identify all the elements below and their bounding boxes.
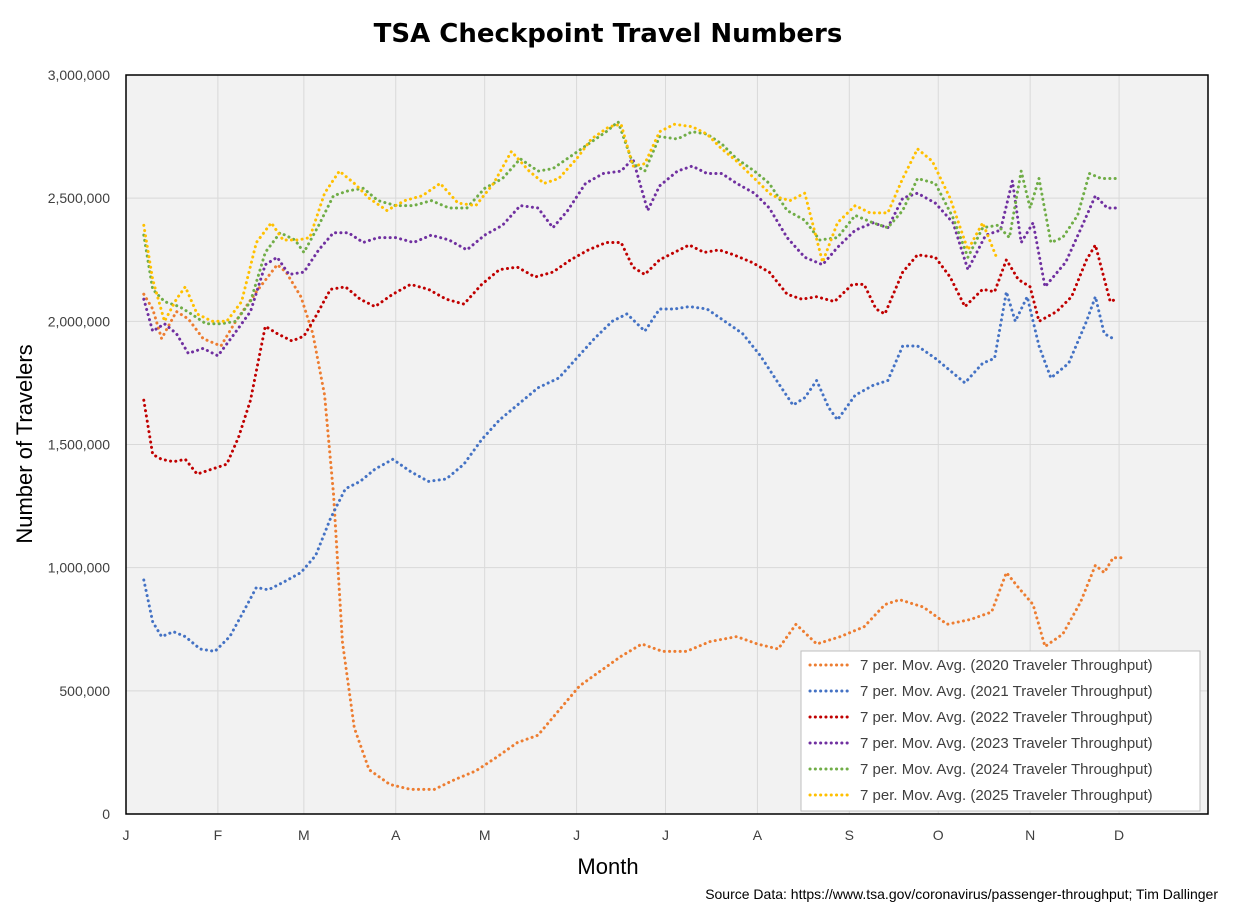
series-line-1 [142,263,1124,791]
x-tick-label: O [933,827,944,843]
legend-label: 7 per. Mov. Avg. (2021 Traveler Throughp… [860,683,1153,700]
x-tick-label: J [573,827,580,843]
y-tick-label: 3,000,000 [48,67,110,83]
legend-label: 7 per. Mov. Avg. (2023 Traveler Throughp… [860,735,1153,752]
series-line-4 [142,157,1118,358]
series-line-5 [142,120,1118,326]
legend-box [800,650,1201,812]
y-axis-label: Number of Travelers [12,344,37,543]
x-axis-label: Month [577,854,638,879]
legend-items: 7 per. Mov. Avg. (2020 Traveler Throughp… [808,657,1153,804]
y-tick-label: 2,000,000 [48,313,110,329]
legend-label: 7 per. Mov. Avg. (2020 Traveler Throughp… [860,657,1153,674]
x-tick-label: N [1025,827,1035,843]
x-tick-label: A [391,827,401,843]
x-tick-label: F [214,827,223,843]
x-tick-label: M [479,827,491,843]
y-tick-label: 1,000,000 [48,560,110,576]
y-tick-label: 0 [102,806,110,822]
x-tick-label: D [1114,827,1124,843]
series-group [142,120,1124,791]
legend-label: 7 per. Mov. Avg. (2025 Traveler Throughp… [860,787,1153,804]
series-line-2 [142,290,1115,653]
series-line-3 [142,241,1118,476]
x-tick-label: A [753,827,763,843]
source-note: Source Data: https://www.tsa.gov/coronav… [705,886,1218,902]
y-tick-label: 2,500,000 [48,190,110,206]
plot-frame [125,74,1209,815]
x-tick-label: M [298,827,310,843]
legend-label: 7 per. Mov. Avg. (2022 Traveler Throughp… [860,709,1153,726]
grid-lines [126,75,1208,814]
chart-title: TSA Checkpoint Travel Numbers [374,19,843,49]
y-tick-label: 1,500,000 [48,437,110,453]
x-tick-label: S [845,827,854,843]
y-axis-ticks: 0 500,000 1,000,000 1,500,000 2,000,000 2,500… [48,67,111,822]
legend-label: 7 per. Mov. Avg. (2024 Traveler Throughp… [860,761,1153,778]
y-tick-label: 500,000 [59,683,110,699]
legend: 7 per. Mov. Avg. (2020 Traveler Throughp… [800,650,1201,812]
x-tick-label: J [123,827,130,843]
x-tick-label: J [662,827,669,843]
